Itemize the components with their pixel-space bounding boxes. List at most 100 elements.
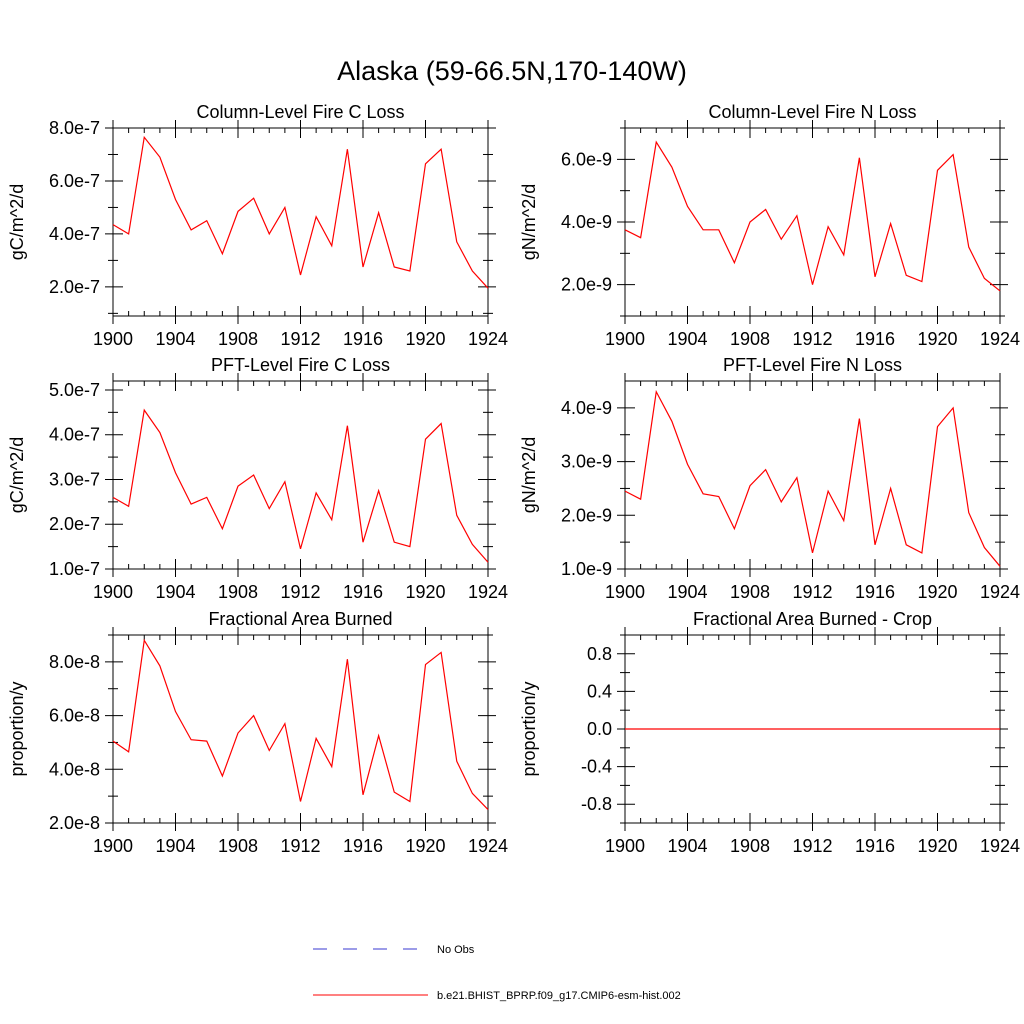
x-tick-label: 1912 (280, 836, 320, 856)
x-tick-label: 1900 (93, 582, 133, 602)
x-tick-label: 1916 (343, 836, 383, 856)
x-tick-label: 1916 (855, 329, 895, 349)
x-tick-label: 1908 (218, 836, 258, 856)
x-tick-label: 1900 (605, 582, 645, 602)
panel-4: PFT-Level Fire N Loss gN/m^2/d 1900 1904 190… (519, 355, 1020, 602)
x-tick-label: 1920 (917, 582, 957, 602)
legend-model-label: b.e21.BHIST_BPRP.f09_g17.CMIP6-esm-hist.… (437, 990, 681, 1002)
x-tick-label: 1924 (980, 582, 1020, 602)
y-tick-label: 4.0e-9 (561, 398, 612, 418)
panel-title: PFT-Level Fire N Loss (723, 355, 902, 375)
y-tick-label: 2.0e-7 (49, 514, 100, 534)
panel-5: Fractional Area Burned proportion/y 1900 19… (7, 609, 508, 856)
x-tick-label: 1924 (468, 329, 508, 349)
y-tick-label: 8.0e-8 (49, 652, 100, 672)
y-tick-label: 6.0e-9 (561, 149, 612, 169)
y-axis-label: proportion/y (519, 681, 539, 776)
x-tick-label: 1924 (468, 582, 508, 602)
series-line (624, 389, 1001, 567)
y-tick-label: 2.0e-7 (49, 277, 100, 297)
x-tick-label: 1908 (218, 582, 258, 602)
series-line (112, 638, 489, 810)
y-tick-label: -0.8 (581, 794, 612, 814)
x-tick-label: 1904 (667, 582, 707, 602)
x-tick-label: 1900 (93, 836, 133, 856)
x-tick-label: 1912 (280, 329, 320, 349)
y-tick-label: 4.0e-7 (49, 224, 100, 244)
panel-6: Fractional Area Burned - Crop proportion/… (519, 609, 1020, 856)
y-axis-label: gC/m^2/d (7, 437, 27, 513)
x-tick-label: 1904 (155, 329, 195, 349)
x-tick-label: 1908 (218, 329, 258, 349)
panel-title: Fractional Area Burned (208, 609, 392, 629)
x-tick-label: 1916 (855, 836, 895, 856)
legend-no-obs-label: No Obs (437, 944, 475, 956)
x-tick-label: 1924 (980, 836, 1020, 856)
y-tick-label: 4.0e-7 (49, 425, 100, 445)
x-tick-label: 1916 (343, 329, 383, 349)
series-line (112, 135, 489, 289)
x-tick-label: 1912 (280, 582, 320, 602)
panel-title: Column-Level Fire N Loss (708, 102, 916, 122)
plot-frame (624, 380, 1001, 570)
x-tick-label: 1920 (917, 329, 957, 349)
legend: No Obs b.e21.BHIST_BPRP.f09_g17.CMIP6-es… (313, 944, 681, 1002)
x-tick-label: 1924 (468, 836, 508, 856)
y-tick-label: 6.0e-7 (49, 171, 100, 191)
y-axis-label: gC/m^2/d (7, 184, 27, 260)
x-tick-label: 1912 (792, 836, 832, 856)
x-tick-label: 1920 (405, 836, 445, 856)
y-tick-label: 1.0e-7 (49, 559, 100, 579)
x-tick-label: 1908 (730, 836, 770, 856)
x-tick-label: 1904 (155, 582, 195, 602)
x-tick-label: 1900 (605, 836, 645, 856)
y-tick-label: 2.0e-9 (561, 505, 612, 525)
x-tick-label: 1900 (93, 329, 133, 349)
x-tick-label: 1916 (343, 582, 383, 602)
y-tick-label: 3.0e-9 (561, 452, 612, 472)
y-tick-label: 3.0e-7 (49, 469, 100, 489)
y-tick-label: 0.0 (587, 719, 612, 739)
y-axis-label: gN/m^2/d (519, 184, 539, 260)
y-axis-label: proportion/y (7, 681, 27, 776)
series-line (112, 408, 489, 563)
x-tick-label: 1912 (792, 329, 832, 349)
y-axis-label: gN/m^2/d (519, 437, 539, 513)
y-tick-label: 2.0e-8 (49, 813, 100, 833)
figure-title: Alaska (59-66.5N,170-140W) (337, 56, 687, 86)
panels: Column-Level Fire C Loss gC/m^2/d 1900 1904… (7, 102, 1020, 856)
plot-frame (112, 127, 489, 317)
y-tick-label: 0.4 (587, 681, 612, 701)
x-tick-label: 1916 (855, 582, 895, 602)
panel-3: PFT-Level Fire C Loss gC/m^2/d 1900 1904 190… (7, 355, 508, 602)
series-line (624, 140, 1001, 292)
x-tick-label: 1924 (980, 329, 1020, 349)
x-tick-label: 1904 (667, 836, 707, 856)
plot-frame (624, 127, 1001, 317)
x-tick-label: 1920 (405, 582, 445, 602)
y-tick-label: -0.4 (581, 757, 612, 777)
x-tick-label: 1908 (730, 329, 770, 349)
y-tick-label: 1.0e-9 (561, 559, 612, 579)
y-tick-label: 8.0e-7 (49, 118, 100, 138)
y-tick-label: 2.0e-9 (561, 275, 612, 295)
y-tick-label: 4.0e-9 (561, 212, 612, 232)
x-tick-label: 1912 (792, 582, 832, 602)
x-tick-label: 1900 (605, 329, 645, 349)
y-tick-label: 6.0e-8 (49, 706, 100, 726)
panel-1: Column-Level Fire C Loss gC/m^2/d 1900 1904… (7, 102, 508, 349)
panel-title: PFT-Level Fire C Loss (211, 355, 390, 375)
x-tick-label: 1920 (917, 836, 957, 856)
x-tick-label: 1904 (155, 836, 195, 856)
panel-title: Fractional Area Burned - Crop (693, 609, 932, 629)
y-tick-label: 0.8 (587, 644, 612, 664)
plot-frame (112, 380, 489, 570)
x-tick-label: 1920 (405, 329, 445, 349)
y-tick-label: 5.0e-7 (49, 380, 100, 400)
plot-frame (112, 634, 489, 824)
x-tick-label: 1904 (667, 329, 707, 349)
y-tick-label: 4.0e-8 (49, 759, 100, 779)
panel-title: Column-Level Fire C Loss (196, 102, 404, 122)
x-tick-label: 1908 (730, 582, 770, 602)
